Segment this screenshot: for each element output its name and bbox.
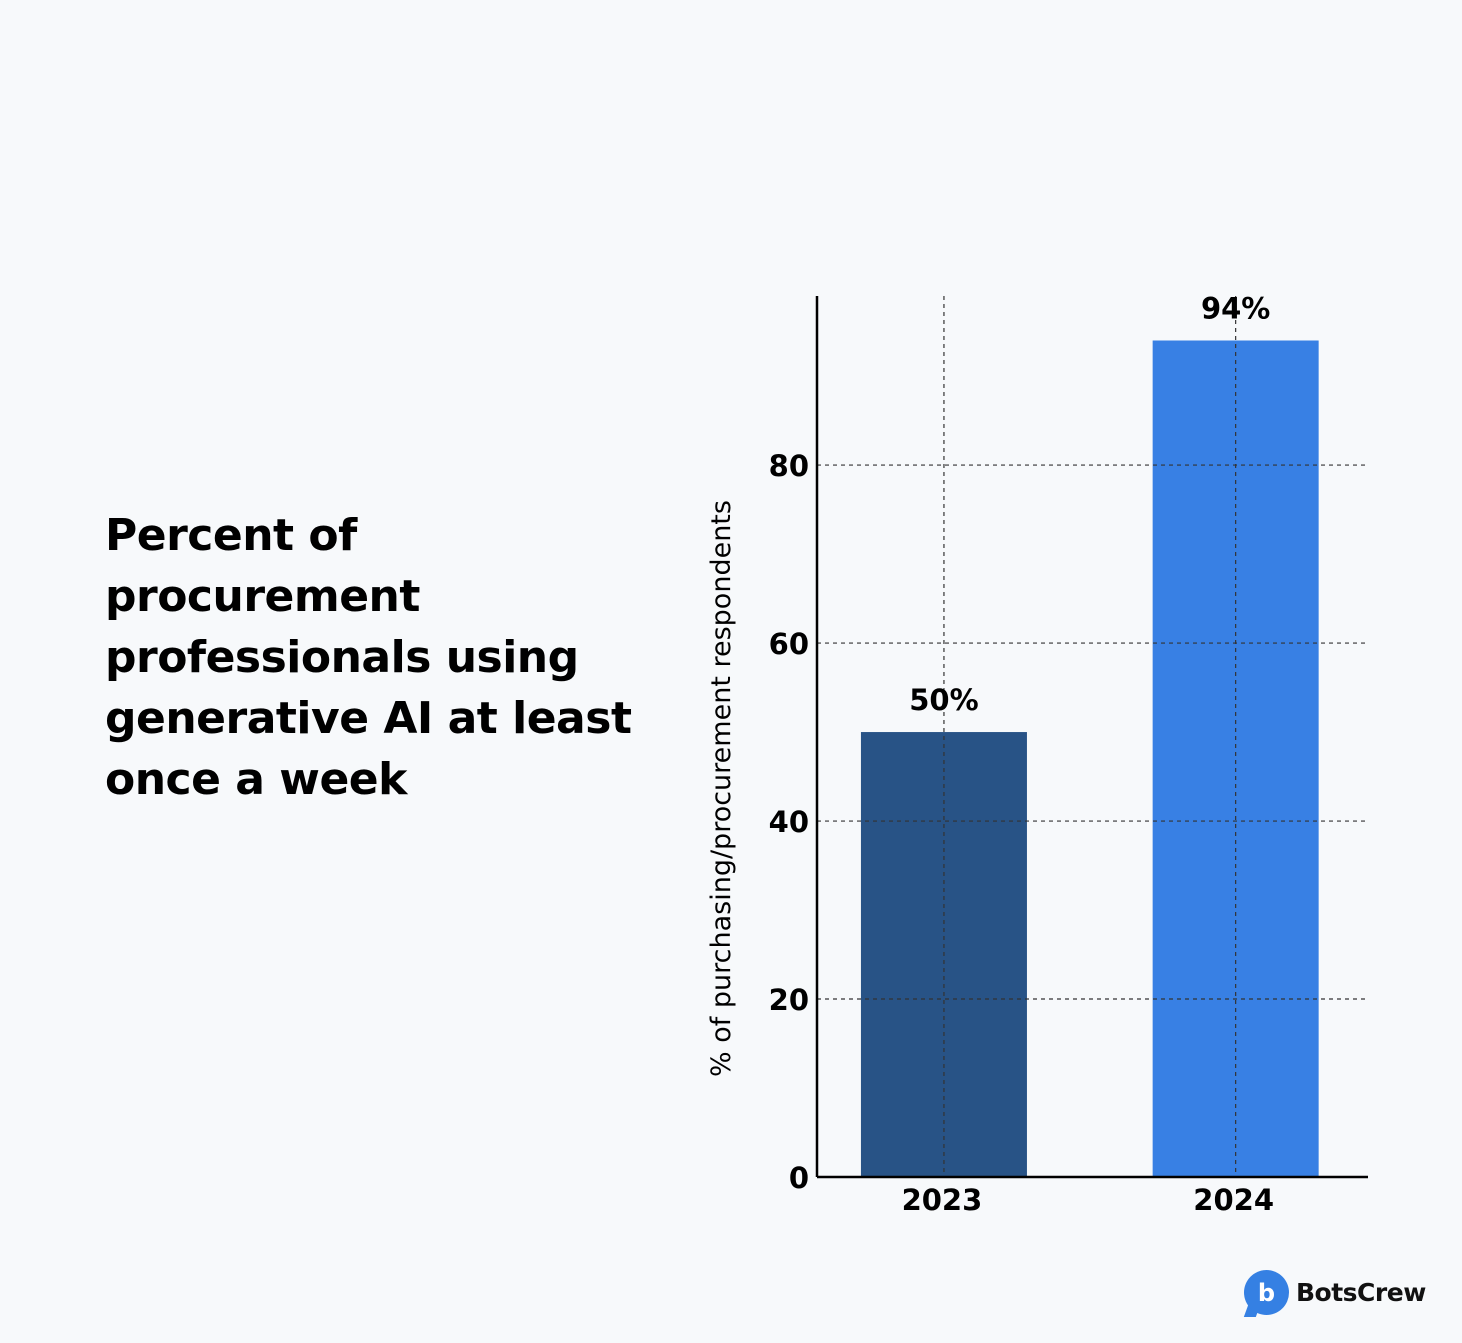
data-label: 94% <box>1201 291 1270 325</box>
y-tick-label: 80 <box>769 449 809 483</box>
chart-title: Percent of procurement professionals usi… <box>105 510 632 805</box>
x-tick-label: 2023 <box>902 1183 983 1217</box>
y-tick-label: 20 <box>769 983 809 1017</box>
y-axis-label: % of purchasing/procurement respondents <box>706 500 737 1077</box>
y-tick-label: 60 <box>769 627 809 661</box>
y-tick-label: 40 <box>769 805 809 839</box>
brand-logo: b BotsCrew <box>1244 1270 1426 1315</box>
x-tick-label: 2024 <box>1193 1183 1274 1217</box>
data-label: 50% <box>909 683 978 717</box>
brand-name: BotsCrew <box>1296 1278 1426 1307</box>
botscrew-logo-icon: b <box>1244 1270 1289 1315</box>
bar-2024 <box>1152 340 1319 1177</box>
y-tick-label: 0 <box>789 1161 809 1195</box>
